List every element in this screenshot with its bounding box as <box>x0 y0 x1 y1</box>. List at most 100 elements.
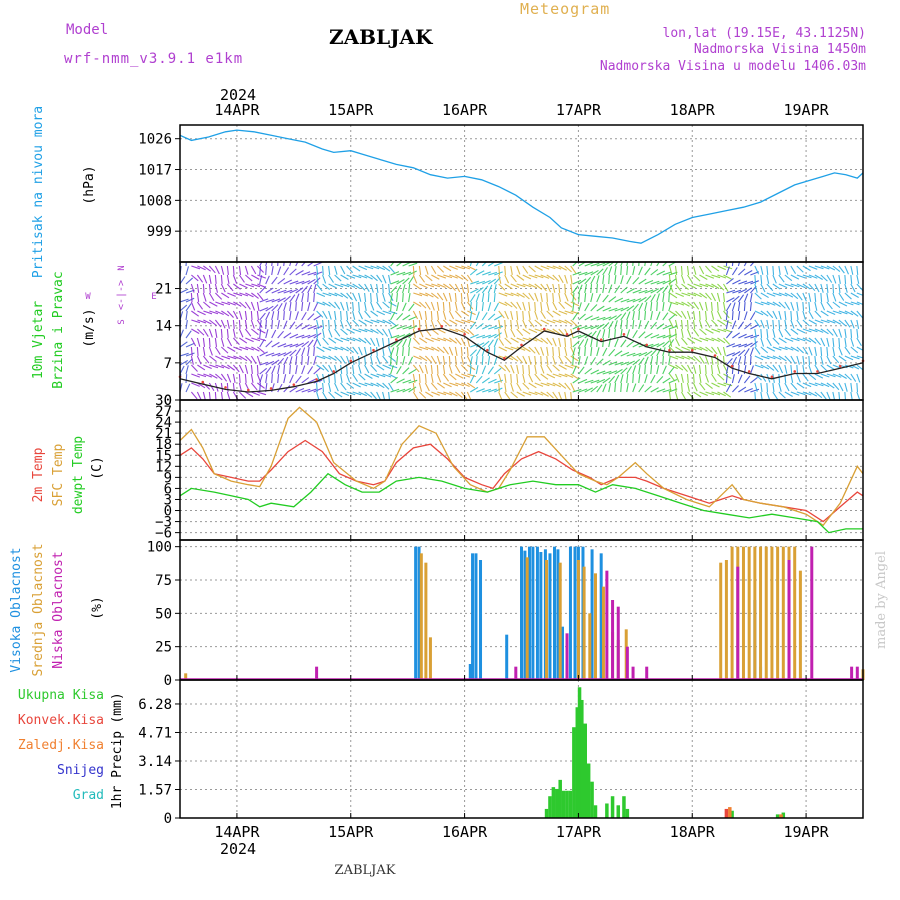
wind-arrow <box>711 382 720 388</box>
wind-arrow <box>328 310 332 320</box>
wind-arrow <box>578 347 581 357</box>
wind-arrow <box>590 283 593 294</box>
wind-arrow <box>467 382 476 389</box>
wind-arrow <box>510 328 516 338</box>
wind-arrow <box>722 301 726 311</box>
wind-arrow <box>850 310 859 317</box>
wind-arrow <box>402 379 412 384</box>
wind-arrow <box>316 373 321 383</box>
wind-arrow <box>686 328 692 338</box>
wind-arrow <box>346 274 356 279</box>
wind-arrow <box>725 310 728 321</box>
wind-arrow <box>832 310 842 315</box>
wind-arrow <box>504 310 509 320</box>
y-tick-label: 999 <box>147 224 172 240</box>
wind-arrow <box>376 355 381 365</box>
wind-arrow <box>418 373 421 384</box>
wind-arrow <box>227 355 237 360</box>
wind-arrow <box>808 283 816 292</box>
wind-arrow <box>307 271 317 276</box>
clouds-bar <box>184 673 188 680</box>
wind-arrow <box>209 301 218 307</box>
wind-arrow <box>408 356 414 366</box>
wind-arrow <box>546 310 554 318</box>
wind-arrow <box>570 373 579 380</box>
wind-arrow <box>808 364 813 374</box>
wind-arrow <box>784 391 793 398</box>
wind-arrow <box>455 319 464 324</box>
wind-arrow <box>534 265 543 271</box>
wind-arrow <box>766 346 776 352</box>
wind-arrow <box>328 337 337 344</box>
wind-arrow <box>570 382 576 392</box>
wind-arrow <box>717 274 727 279</box>
wind-arrow <box>540 355 542 366</box>
wind-arrow <box>449 382 459 387</box>
wind-arrow <box>790 391 800 396</box>
wind-arrow <box>737 294 745 303</box>
wind-arrow <box>202 355 210 364</box>
wind-arrow <box>760 265 764 275</box>
wind-arrow <box>668 328 671 339</box>
wind-arrow <box>632 358 641 366</box>
wind-arrow <box>494 325 504 330</box>
wind-arrow <box>390 324 399 330</box>
wind-arrow <box>564 319 573 326</box>
wind-arrow <box>271 288 281 294</box>
wind-arrow <box>681 292 691 297</box>
clouds-bar <box>582 566 586 680</box>
wind-units: (m/s) <box>82 308 97 347</box>
wind-arrow <box>732 343 742 348</box>
wind-arrow <box>738 268 746 276</box>
wind-arrow <box>711 274 721 279</box>
wind-arrow <box>455 373 464 379</box>
wind-arrow <box>376 283 379 293</box>
wind-arrow <box>738 349 746 357</box>
wind-arrow <box>244 265 249 275</box>
clouds-bar <box>419 553 423 680</box>
precip-bar <box>544 808 549 818</box>
wind-arrow <box>656 355 659 366</box>
wind-arrow <box>493 356 498 366</box>
wind-arrow <box>244 364 249 374</box>
wind-arrow <box>493 346 496 357</box>
wind-arrow <box>725 262 728 267</box>
wind-arrow <box>796 265 804 273</box>
wind-arrow <box>191 310 200 317</box>
wind-arrow <box>749 311 756 321</box>
wind-arrow <box>197 364 206 371</box>
wind-arrow <box>766 355 776 360</box>
wind-arrow <box>814 274 823 280</box>
wind-arrow <box>572 279 582 285</box>
wind-arrow <box>570 283 573 293</box>
wind-arrow <box>723 310 730 319</box>
wind-arrow <box>382 355 389 364</box>
wind-arrow <box>358 364 362 374</box>
wind-arrow <box>838 292 845 301</box>
wind-arrow <box>608 370 618 375</box>
wind-arrow <box>608 375 616 384</box>
wind-arrow <box>820 292 823 303</box>
wind-arrow <box>802 328 812 333</box>
wind-arrow <box>850 373 857 382</box>
wind-arrow <box>516 355 524 364</box>
wind-arrow <box>572 262 578 267</box>
wind-arrow <box>257 346 265 354</box>
wind-arrow <box>334 373 336 384</box>
wind-arrow <box>705 328 714 334</box>
wind-arrow <box>754 382 758 392</box>
wind-arrow <box>226 382 229 393</box>
wind-arrow <box>232 373 236 383</box>
wind-arrow <box>754 346 761 355</box>
wind-arrow <box>723 274 732 280</box>
wind-arrow <box>402 346 404 357</box>
wind-arrow <box>726 289 736 294</box>
wind-arrow <box>570 337 572 348</box>
wind-arrow <box>352 355 355 365</box>
wind-arrow <box>650 343 660 348</box>
wind-arrow <box>460 292 463 303</box>
precip-bar <box>577 687 582 818</box>
wind-arrow <box>608 284 613 294</box>
wind-arrow <box>430 310 433 321</box>
wind-arrow <box>346 265 354 274</box>
